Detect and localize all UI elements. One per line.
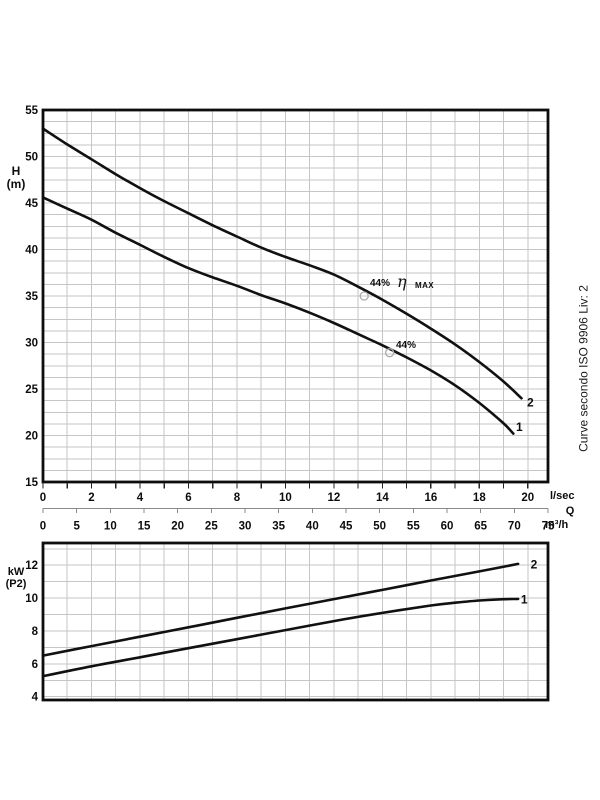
power-curve-1 (41, 597, 520, 678)
x-tick-label-lsec: 2 (88, 492, 94, 504)
head-y-tick-label: 45 (25, 198, 38, 210)
head-x-tick-labels-m3h: 0 5 10 15 20 25 30 35 40 45 50 55 60 65 70 75 (40, 521, 555, 533)
head-y-tick-label: 55 (25, 105, 38, 117)
head-x-tick-labels-lsec: 0 2 4 6 8 10 12 14 16 18 20 (40, 492, 534, 504)
x-tick-label-m3h: 5 (73, 521, 80, 533)
head-grid (43, 110, 548, 482)
head-axis-title-symbol: H (11, 164, 21, 178)
x-tick-label-m3h: 60 (441, 521, 454, 533)
power-curve-label-2: 2 (531, 557, 538, 571)
power-y-tick-label: 10 (25, 593, 38, 605)
power-y-tick-label: 4 (32, 692, 39, 704)
x-tick-label-lsec: 6 (185, 492, 191, 504)
efficiency-marker-curve-1 (384, 348, 395, 358)
x-tick-label-m3h: 25 (205, 521, 218, 533)
power-y-tick-label: 6 (32, 659, 38, 671)
power-y-tick-label: 8 (32, 626, 39, 638)
power-curve-2 (41, 562, 520, 657)
power-y-tick-labels: 12 10 8 6 4 (25, 560, 38, 704)
iso-standard-note: Curve secondo ISO 9906 Liv: 2 (576, 285, 591, 452)
flow-m3h-ruler (42, 507, 549, 513)
head-y-tick-label: 25 (25, 384, 38, 396)
flow-quantity-label: Q (565, 505, 575, 517)
x-tick-label-m3h: 45 (340, 521, 353, 533)
x-tick-label-lsec: 16 (424, 492, 437, 504)
x-tick-label-lsec: 10 (279, 492, 292, 504)
efficiency-annotation-curve2-value: 44% (370, 278, 391, 289)
x-tick-label-m3h: 40 (306, 521, 319, 533)
power-axis-title-unit: kW (7, 566, 25, 578)
head-y-tick-label: 40 (25, 245, 38, 257)
x-tick-label-lsec: 14 (376, 492, 389, 504)
x-tick-label-m3h: 55 (407, 521, 420, 533)
x-tick-label-m3h: 70 (508, 521, 521, 533)
x-tick-label-m3h: 50 (373, 521, 386, 533)
x-tick-label-lsec: 8 (234, 492, 241, 504)
x-tick-label-m3h: 65 (474, 521, 487, 533)
efficiency-marker-curve-2 (359, 291, 369, 301)
x-tick-label-m3h: 75 (542, 521, 555, 533)
head-y-tick-label: 15 (25, 477, 38, 489)
head-y-tick-label: 50 (25, 152, 38, 164)
power-y-tick-label: 12 (25, 560, 38, 572)
head-y-tick-label: 30 (25, 338, 38, 350)
x-tick-label-lsec: 12 (327, 492, 340, 504)
efficiency-annotation-max-label: MAX (415, 281, 434, 290)
efficiency-annotation-curve1-value: 44% (396, 340, 417, 351)
head-plot-border (41, 108, 550, 484)
eta-symbol: η (397, 272, 407, 291)
power-grid (43, 543, 548, 700)
flow-unit-lsec-label: l/sec (550, 490, 575, 502)
power-axis-title: kW (P2) (0, 566, 32, 590)
power-plot-border (41, 541, 550, 702)
head-axis-title: H (m) (0, 165, 32, 191)
x-tick-label-lsec: 0 (40, 492, 46, 504)
head-y-tick-label: 20 (25, 431, 38, 443)
power-curve-label-1: 1 (521, 593, 528, 607)
head-y-tick-labels: 55 50 45 40 35 30 25 20 15 (25, 105, 38, 489)
x-tick-label-lsec: 4 (137, 492, 144, 504)
x-tick-label-m3h: 30 (239, 521, 252, 533)
head-curve-label-2: 2 (527, 395, 534, 409)
head-curve-label-1: 1 (516, 420, 523, 434)
x-tick-label-m3h: 35 (272, 521, 285, 533)
power-axis-title-symbol: (P2) (5, 577, 27, 590)
x-tick-label-m3h: 10 (104, 521, 117, 533)
head-curve-1 (41, 196, 515, 435)
head-axis-title-unit: (m) (6, 177, 26, 191)
x-tick-label-m3h: 15 (138, 521, 151, 533)
flow-unit-m3h-label: m³/h (545, 519, 569, 531)
x-tick-label-lsec: 18 (473, 492, 486, 504)
x-tick-label-m3h: 0 (40, 521, 46, 533)
head-x-axis-ticks (42, 483, 529, 489)
head-y-tick-label: 35 (25, 291, 38, 303)
x-tick-label-m3h: 20 (171, 521, 184, 533)
head-curve-2 (41, 127, 523, 400)
x-tick-label-lsec: 20 (521, 492, 534, 504)
